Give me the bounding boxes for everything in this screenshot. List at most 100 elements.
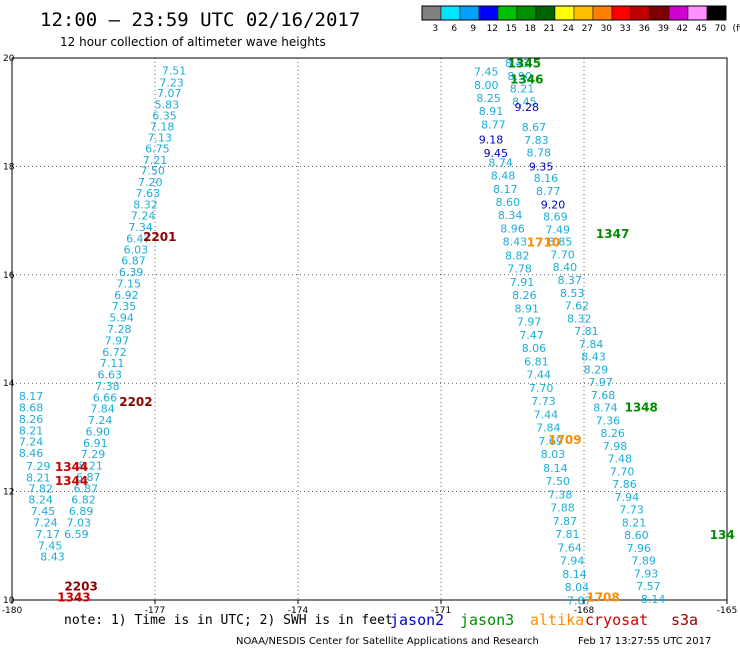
swh-value: 6.63 bbox=[97, 369, 122, 382]
legend-tick-label: 21 bbox=[544, 24, 555, 34]
swh-value: 7.48 bbox=[608, 453, 633, 466]
swh-value: 7.15 bbox=[117, 277, 142, 290]
swh-value: 8.21 bbox=[19, 424, 44, 437]
swh-value: 7.24 bbox=[19, 436, 44, 449]
swh-value: 8.17 bbox=[19, 390, 44, 403]
y-tick-label: 14 bbox=[3, 379, 15, 389]
swh-value: 6.66 bbox=[93, 391, 118, 404]
swh-value: 8.45 bbox=[512, 95, 537, 108]
swh-value: 9.20 bbox=[541, 198, 566, 211]
legend-swatch bbox=[554, 5, 575, 21]
swh-value: 6.59 bbox=[64, 528, 89, 541]
swh-value: 6.35 bbox=[152, 109, 177, 122]
x-axis: -180 -177 -174 -171 -168 -165 bbox=[2, 600, 737, 616]
swh-value: 8.04 bbox=[565, 581, 590, 594]
legend-swatch bbox=[611, 5, 632, 21]
swh-value: 5.83 bbox=[155, 99, 180, 112]
swh-value: 7.21 bbox=[143, 154, 168, 167]
swh-value: 6.82 bbox=[71, 494, 96, 507]
legend-swatch bbox=[459, 5, 480, 21]
swh-value: 7.51 bbox=[162, 64, 187, 77]
pass-time-label: 2201 bbox=[143, 230, 176, 244]
pass-time-label: 1343 bbox=[57, 590, 90, 604]
legend-tick-label: 15 bbox=[506, 24, 517, 34]
generated-timestamp: Feb 17 13:27:55 UTC 2017 bbox=[578, 636, 711, 647]
swh-value: 6.91 bbox=[83, 437, 108, 450]
x-tick-label: -168 bbox=[574, 606, 595, 616]
swh-value: 8.21 bbox=[78, 460, 103, 473]
swh-value: 8.43 bbox=[503, 236, 528, 249]
pass-labels: 1345 1346 1347 1348 134 1710 1709 1708 2201 2202 2… bbox=[55, 56, 735, 604]
pass-time-label: 1344 bbox=[55, 474, 88, 488]
chart-subtitle: 12 hour collection of altimeter wave hei… bbox=[60, 35, 326, 49]
swh-value: 7.91 bbox=[510, 276, 535, 289]
swh-value: 8.74 bbox=[488, 157, 513, 170]
swh-value: 8.40 bbox=[553, 261, 578, 274]
legend-tick-label: 3 bbox=[432, 24, 438, 34]
swh-value: 5.94 bbox=[109, 312, 134, 325]
swh-value: 6.39 bbox=[119, 266, 144, 279]
swh-value: 7.36 bbox=[596, 415, 621, 428]
swh-value: 8.74 bbox=[593, 402, 618, 415]
legend-swatch bbox=[668, 5, 689, 21]
swh-value: 8.16 bbox=[534, 172, 559, 185]
swh-value: 6.92 bbox=[114, 289, 139, 302]
swh-value: 7.82 bbox=[28, 482, 53, 495]
swh-value: 6.87 bbox=[74, 482, 99, 495]
legend-tick-label: 33 bbox=[620, 24, 631, 34]
swh-value: 8.21 bbox=[26, 472, 51, 485]
swh-value: 7.87 bbox=[567, 595, 592, 608]
swh-value: 7.69 bbox=[538, 435, 563, 448]
legend-swatch bbox=[421, 5, 442, 21]
swh-value: 8.37 bbox=[557, 274, 582, 287]
swh-value: 7.03 bbox=[66, 516, 91, 529]
swh-value: 6.89 bbox=[69, 505, 94, 518]
swh-value: 7.62 bbox=[565, 300, 590, 313]
swh-value: 8.32 bbox=[133, 198, 158, 211]
swh-value: 7.81 bbox=[574, 325, 599, 338]
swh-value: 7.13 bbox=[148, 132, 173, 145]
swh-value: 8.21 bbox=[622, 516, 647, 529]
satellite-jason2: jason2 bbox=[390, 611, 444, 629]
satellite-altika: altika bbox=[530, 611, 584, 629]
swh-value: 8.48 bbox=[491, 170, 516, 183]
pass-time-label: 1710 bbox=[527, 235, 560, 249]
y-tick-label: 12 bbox=[3, 488, 14, 498]
legend-swatch bbox=[440, 5, 461, 21]
swh-value: 8.00 bbox=[474, 79, 499, 92]
footnote: note: 1) Time is in UTC; 2) SWH is in fe… bbox=[64, 613, 393, 628]
swh-value: 8.69 bbox=[543, 210, 568, 223]
swh-value: 7.83 bbox=[524, 134, 549, 147]
plot-frame bbox=[11, 57, 728, 601]
legend-swatch bbox=[535, 5, 556, 21]
swh-value: 8.91 bbox=[479, 105, 504, 118]
chart-title: 12:00 — 23:59 UTC 02/16/2017 bbox=[40, 9, 360, 31]
swh-value: 8.96 bbox=[500, 223, 525, 236]
pass-time-label: 1708 bbox=[586, 590, 619, 604]
swh-value: 7.89 bbox=[631, 554, 656, 567]
swh-value: 8.17 bbox=[493, 183, 518, 196]
legend-tick-label: (ft) bbox=[733, 24, 740, 34]
legend-swatch bbox=[478, 5, 499, 21]
swh-value: 8.77 bbox=[536, 185, 561, 198]
swh-value: 7.28 bbox=[107, 323, 132, 336]
swh-value: 7.29 bbox=[81, 448, 106, 461]
satellite-jason3: jason3 bbox=[460, 611, 514, 629]
legend-swatch bbox=[573, 5, 594, 21]
swh-value: 8.60 bbox=[495, 196, 520, 209]
credit-line: NOAA/NESDIS Center for Satellite Applica… bbox=[236, 636, 539, 647]
swh-value: 7.78 bbox=[507, 262, 532, 275]
swh-value: 7.97 bbox=[105, 334, 130, 347]
legend-swatch bbox=[630, 5, 651, 21]
swh-value: 7.87 bbox=[553, 515, 578, 528]
pass-time-label: 1345 bbox=[508, 56, 541, 70]
swh-value: 8.26 bbox=[512, 289, 537, 302]
swh-value: 7.45 bbox=[31, 505, 56, 518]
swh-value: 7.94 bbox=[615, 491, 640, 504]
y-tick-label: 20 bbox=[3, 54, 15, 64]
swh-value: 7.35 bbox=[112, 300, 137, 313]
swh-value: 9.35 bbox=[529, 160, 554, 173]
legend-tick-label: 70 bbox=[715, 24, 727, 34]
swh-value: 7.73 bbox=[619, 503, 644, 516]
